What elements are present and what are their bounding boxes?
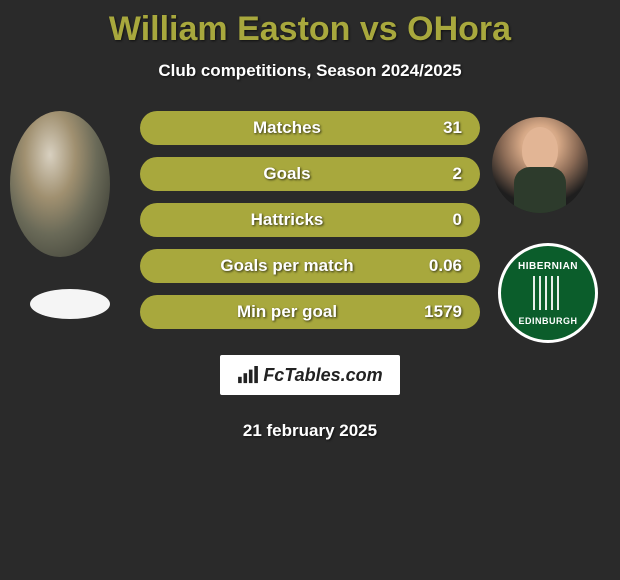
stats-list: Matches 31 Goals 2 Hattricks 0 Goals per… — [140, 111, 480, 341]
player-right-avatar — [492, 117, 588, 213]
page-title: William Easton vs OHora — [0, 0, 620, 49]
harp-icon — [533, 276, 563, 310]
stat-value: 0.06 — [416, 256, 462, 276]
player-left-club-badge — [30, 289, 110, 319]
comparison-content: HIBERNIAN EDINBURGH Matches 31 Goals 2 H… — [0, 111, 620, 471]
stat-row: Min per goal 1579 — [140, 295, 480, 329]
badge-right-text-bottom: EDINBURGH — [498, 316, 598, 326]
stat-label: Goals — [158, 164, 416, 184]
subtitle: Club competitions, Season 2024/2025 — [0, 61, 620, 81]
stat-row: Goals per match 0.06 — [140, 249, 480, 283]
date-text: 21 february 2025 — [0, 421, 620, 441]
source-logo: FcTables.com — [220, 355, 400, 395]
bar-chart-icon — [237, 366, 259, 384]
stat-row: Matches 31 — [140, 111, 480, 145]
stat-label: Min per goal — [158, 302, 416, 322]
stat-row: Goals 2 — [140, 157, 480, 191]
stat-label: Matches — [158, 118, 416, 138]
player-left-avatar — [10, 111, 110, 257]
stat-value: 0 — [416, 210, 462, 230]
source-logo-text: FcTables.com — [263, 365, 382, 386]
stat-value: 31 — [416, 118, 462, 138]
badge-right-text-top: HIBERNIAN — [498, 261, 598, 272]
stat-row: Hattricks 0 — [140, 203, 480, 237]
stat-label: Hattricks — [158, 210, 416, 230]
stat-label: Goals per match — [158, 256, 416, 276]
stat-value: 1579 — [416, 302, 462, 322]
player-right-club-badge: HIBERNIAN EDINBURGH — [498, 243, 598, 343]
stat-value: 2 — [416, 164, 462, 184]
